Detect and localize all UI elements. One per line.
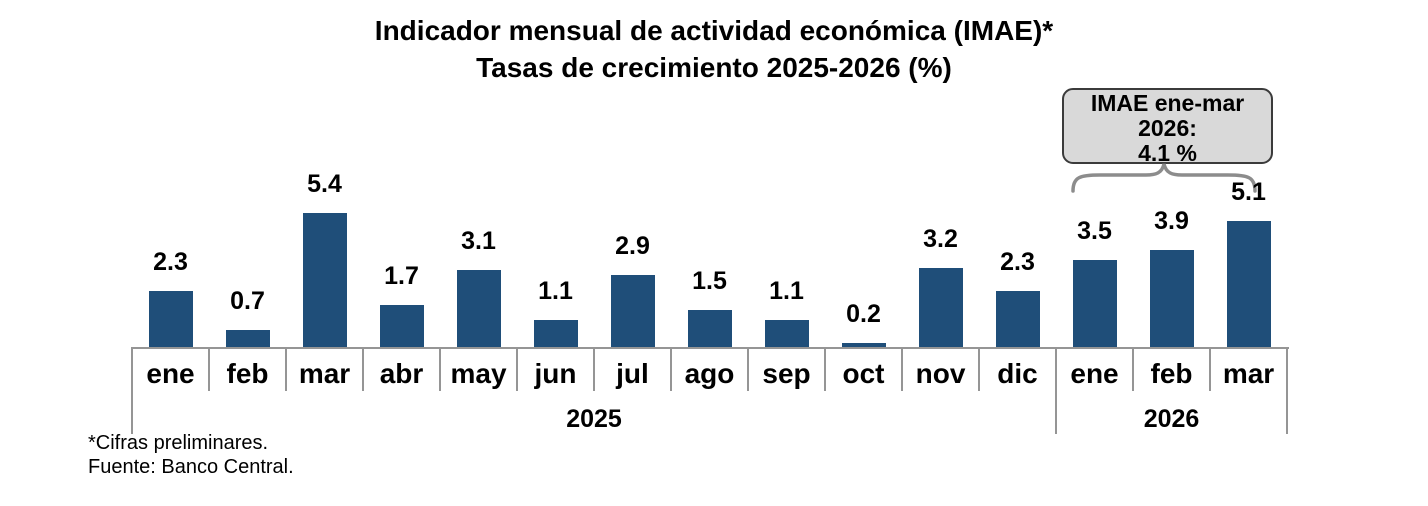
axis-tick-minor	[516, 348, 518, 391]
month-label: ago	[684, 358, 735, 389]
bar	[456, 270, 501, 348]
month-label: mar	[298, 358, 351, 389]
bar-value-label: 2.3	[153, 248, 188, 276]
axis-tick-minor	[901, 348, 903, 391]
month-label: mar	[1222, 358, 1275, 389]
axis-tick-minor	[208, 348, 210, 391]
annotation-line-3: 4.1 %	[1138, 140, 1197, 166]
bar-value-label: 5.4	[307, 170, 342, 198]
bar	[1226, 221, 1271, 348]
axis-tick-minor	[1209, 348, 1211, 391]
axis-tick-minor	[978, 348, 980, 391]
annotation-line-2: 2026:	[1138, 115, 1197, 141]
axis-tick-minor	[362, 348, 364, 391]
chart-title: Indicador mensual de actividad económica…	[374, 15, 1054, 46]
bar	[841, 343, 886, 348]
bar	[1149, 250, 1194, 348]
bar-cell: 5.1	[1210, 160, 1287, 348]
bar-cell: 2.3	[132, 160, 209, 348]
bar-cell: 1.1	[748, 160, 825, 348]
bar	[148, 291, 193, 348]
bar-cell: 0.2	[825, 160, 902, 348]
bar-value-label: 0.2	[846, 300, 881, 328]
axis-tick-minor	[285, 348, 287, 391]
axis-tick-minor	[670, 348, 672, 391]
bar-value-label: 5.1	[1231, 178, 1266, 206]
bar	[533, 320, 578, 348]
bar-cell: 1.7	[363, 160, 440, 348]
bar-value-label: 1.5	[692, 267, 727, 295]
bar-value-label: 2.3	[1000, 248, 1035, 276]
plot-area: 2.3 0.7 5.4 1.7 3.1 1.1 2.9 1.5 1.1 0.2 3.2 2.3 3.5 3…	[132, 160, 1288, 348]
month-label: jun	[534, 358, 577, 389]
bar-value-label: 3.5	[1077, 217, 1112, 245]
axis-tick-major	[131, 348, 133, 434]
chart-subtitle: Tasas de crecimiento 2025-2026 (%)	[476, 52, 952, 83]
bar-value-label: 3.1	[461, 227, 496, 255]
bar-value-label: 0.7	[230, 287, 265, 315]
annotation-callout: IMAE ene-mar 2026: 4.1 %	[1062, 88, 1273, 166]
x-axis-line	[131, 347, 1289, 349]
month-label: feb	[1150, 358, 1193, 389]
axis-tick-minor	[824, 348, 826, 391]
bar	[302, 213, 347, 348]
bar-value-label: 1.1	[769, 277, 804, 305]
bar	[225, 330, 270, 348]
year-label: 2025	[566, 404, 622, 433]
axis-tick-major	[1055, 348, 1057, 434]
month-label: feb	[226, 358, 269, 389]
month-label: dic	[997, 358, 1038, 389]
bar	[764, 320, 809, 348]
bar-cell: 3.2	[902, 160, 979, 348]
bar-cell: 3.9	[1133, 160, 1210, 348]
bar-cell: 3.1	[440, 160, 517, 348]
month-label: may	[450, 358, 507, 389]
bar-cell: 3.5	[1056, 160, 1133, 348]
month-label: sep	[762, 358, 811, 389]
year-label: 2026	[1143, 404, 1200, 433]
month-label: jul	[616, 358, 649, 389]
bar	[687, 310, 732, 348]
bar-value-label: 1.1	[538, 277, 573, 305]
month-label: nov	[915, 358, 966, 389]
axis-tick-minor	[1132, 348, 1134, 391]
footnote-source: Fuente: Banco Central.	[88, 456, 294, 478]
bar	[379, 305, 424, 348]
bar-cell: 1.5	[671, 160, 748, 348]
bar	[995, 291, 1040, 348]
bar	[918, 268, 963, 348]
month-label: abr	[379, 358, 424, 389]
bar-value-label: 2.9	[615, 232, 650, 260]
axis-tick-minor	[593, 348, 595, 391]
bar-cell: 2.9	[594, 160, 671, 348]
axis-tick-minor	[747, 348, 749, 391]
bar-value-label: 3.9	[1154, 207, 1189, 235]
bar-cell: 5.4	[286, 160, 363, 348]
chart-title-block: Indicador mensual de actividad económica…	[0, 12, 1428, 86]
bar-cell: 1.1	[517, 160, 594, 348]
annotation-line-1: IMAE ene-mar	[1090, 90, 1245, 116]
axis-tick-major	[1286, 348, 1288, 434]
month-label: ene	[1070, 358, 1119, 389]
bar	[1072, 260, 1117, 348]
bar-cell: 2.3	[979, 160, 1056, 348]
bar-value-label: 3.2	[923, 225, 958, 253]
footnotes: *Cifras preliminares. Fuente: Banco Cent…	[88, 431, 294, 479]
footnote-preliminary: *Cifras preliminares.	[88, 432, 269, 454]
axis-tick-minor	[439, 348, 441, 391]
bar	[610, 275, 655, 348]
bar-cell: 0.7	[209, 160, 286, 348]
month-label: ene	[146, 358, 195, 389]
brace-shape	[1071, 163, 1257, 193]
bar-value-label: 1.7	[384, 262, 419, 290]
month-label: oct	[842, 358, 885, 389]
